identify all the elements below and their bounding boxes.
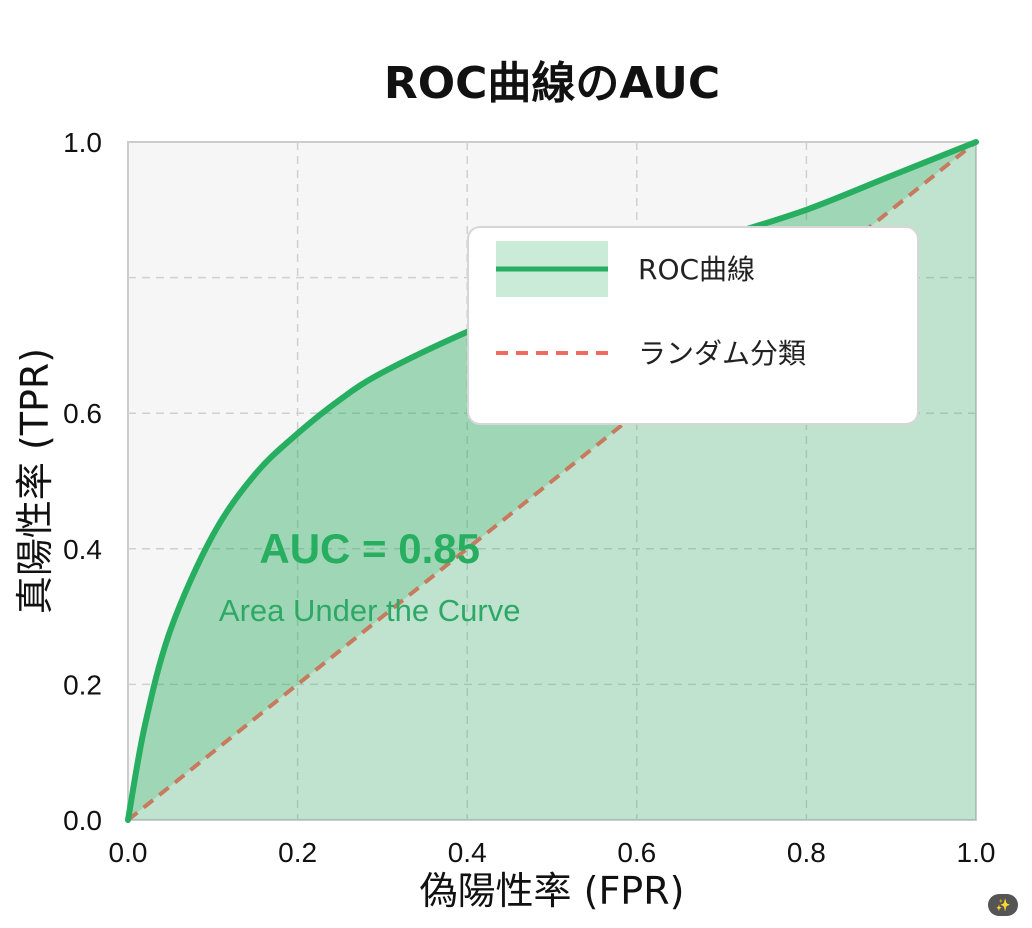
auc-annotations: AUC = 0.85 Area Under the Curve: [219, 525, 521, 628]
x-tick-label: 0.6: [617, 837, 656, 868]
y-tick-label: 1.0: [63, 127, 102, 158]
y-tick-label: 0.6: [63, 398, 102, 429]
tick-labels: 0.0 0.2 0.4 0.6 0.8 1.0 0.0 0.2 0.4 0.6 1.0: [63, 127, 995, 868]
x-tick-label: 0.8: [787, 837, 826, 868]
x-tick-label: 0.2: [278, 837, 317, 868]
auc-subtitle-annotation: Area Under the Curve: [219, 593, 521, 628]
legend: ROC曲線 ランダム分類: [467, 226, 919, 425]
x-tick-label: 0.0: [109, 837, 148, 868]
chart-title: ROC曲線のAUC: [384, 58, 720, 109]
x-tick-label: 0.4: [448, 837, 487, 868]
auc-value-annotation: AUC = 0.85: [259, 525, 480, 572]
roc-curve-line: [125, 139, 979, 823]
x-tick-label: 1.0: [957, 837, 996, 868]
legend-box: [467, 226, 919, 425]
magic-wand-icon[interactable]: ✨: [988, 894, 1018, 916]
y-tick-label: 0.4: [63, 534, 102, 565]
legend-random-label: ランダム分類: [638, 337, 806, 370]
y-tick-label: 0.0: [63, 805, 102, 836]
y-axis-label: 真陽性率 (TPR): [13, 348, 57, 614]
x-axis-label: 偽陽性率 (FPR): [420, 869, 685, 913]
y-tick-label: 0.2: [63, 669, 102, 700]
legend-roc-label: ROC曲線: [638, 253, 755, 286]
